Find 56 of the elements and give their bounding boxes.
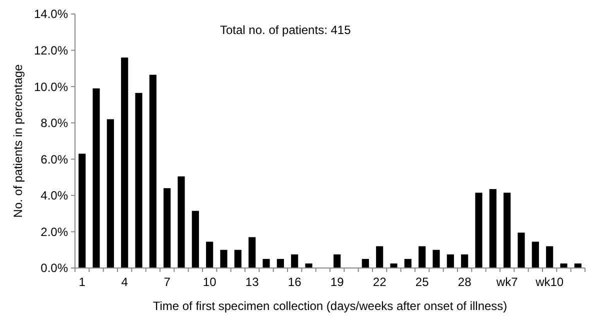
y-tick-label: 8.0%: [40, 116, 68, 130]
annotation: Total no. of patients: 415: [220, 23, 352, 37]
bar: [404, 258, 412, 268]
y-tick-label: 12.0%: [34, 43, 68, 58]
x-tick-label: wk7: [495, 275, 518, 289]
bar: [362, 258, 369, 268]
bar: [560, 263, 568, 268]
y-tick-label: 10.0%: [34, 80, 68, 94]
bar: [446, 254, 454, 268]
x-axis-title: Time of first specimen collection (days/weeks after onset of illness): [152, 299, 508, 313]
bar: [334, 254, 341, 268]
y-tick-label: 4.0%: [40, 188, 68, 203]
bar: [518, 232, 525, 268]
bar: [546, 246, 554, 268]
x-tick-label: 4: [121, 275, 128, 289]
x-tick-label: 22: [372, 275, 387, 289]
bar: [305, 263, 312, 268]
bar: [532, 242, 539, 268]
bar: [418, 246, 426, 268]
bar: [248, 237, 256, 268]
bar: [178, 176, 185, 268]
x-tick-label: wk10: [534, 275, 564, 289]
x-tick-label: 1: [78, 275, 86, 289]
bar: [504, 192, 511, 268]
bar: [291, 254, 298, 268]
y-axis-title: No. of patients in percentage: [11, 64, 25, 218]
bar: [192, 210, 199, 268]
y-tick-label: 2.0%: [40, 224, 68, 239]
x-tick-label: 28: [458, 275, 472, 289]
bar: [164, 188, 171, 268]
bar: [390, 263, 398, 268]
y-tick-label: 6.0%: [40, 152, 68, 166]
bar: [78, 154, 86, 268]
bar: [121, 58, 128, 268]
bar: [234, 250, 242, 268]
bar: [276, 258, 284, 268]
bar: [262, 258, 270, 268]
x-tick-label: 19: [330, 275, 344, 289]
y-tick-label: 14.0%: [34, 7, 68, 22]
y-tick-label: 0.0%: [40, 261, 68, 276]
bar: [220, 250, 228, 268]
x-tick-label: 13: [245, 275, 260, 289]
bar: [376, 246, 384, 268]
x-tick-label: 16: [288, 275, 302, 289]
bar: [461, 254, 468, 268]
bar: [92, 88, 100, 268]
x-tick-label: 25: [415, 275, 430, 289]
bar: [149, 74, 156, 268]
bar: [135, 92, 142, 268]
bar: [206, 242, 214, 268]
bar: [106, 119, 114, 268]
x-tick-label: 7: [164, 275, 171, 289]
bar: [432, 250, 440, 268]
bar: [489, 189, 496, 268]
x-tick-label: 10: [202, 275, 217, 289]
bar: [475, 192, 482, 268]
